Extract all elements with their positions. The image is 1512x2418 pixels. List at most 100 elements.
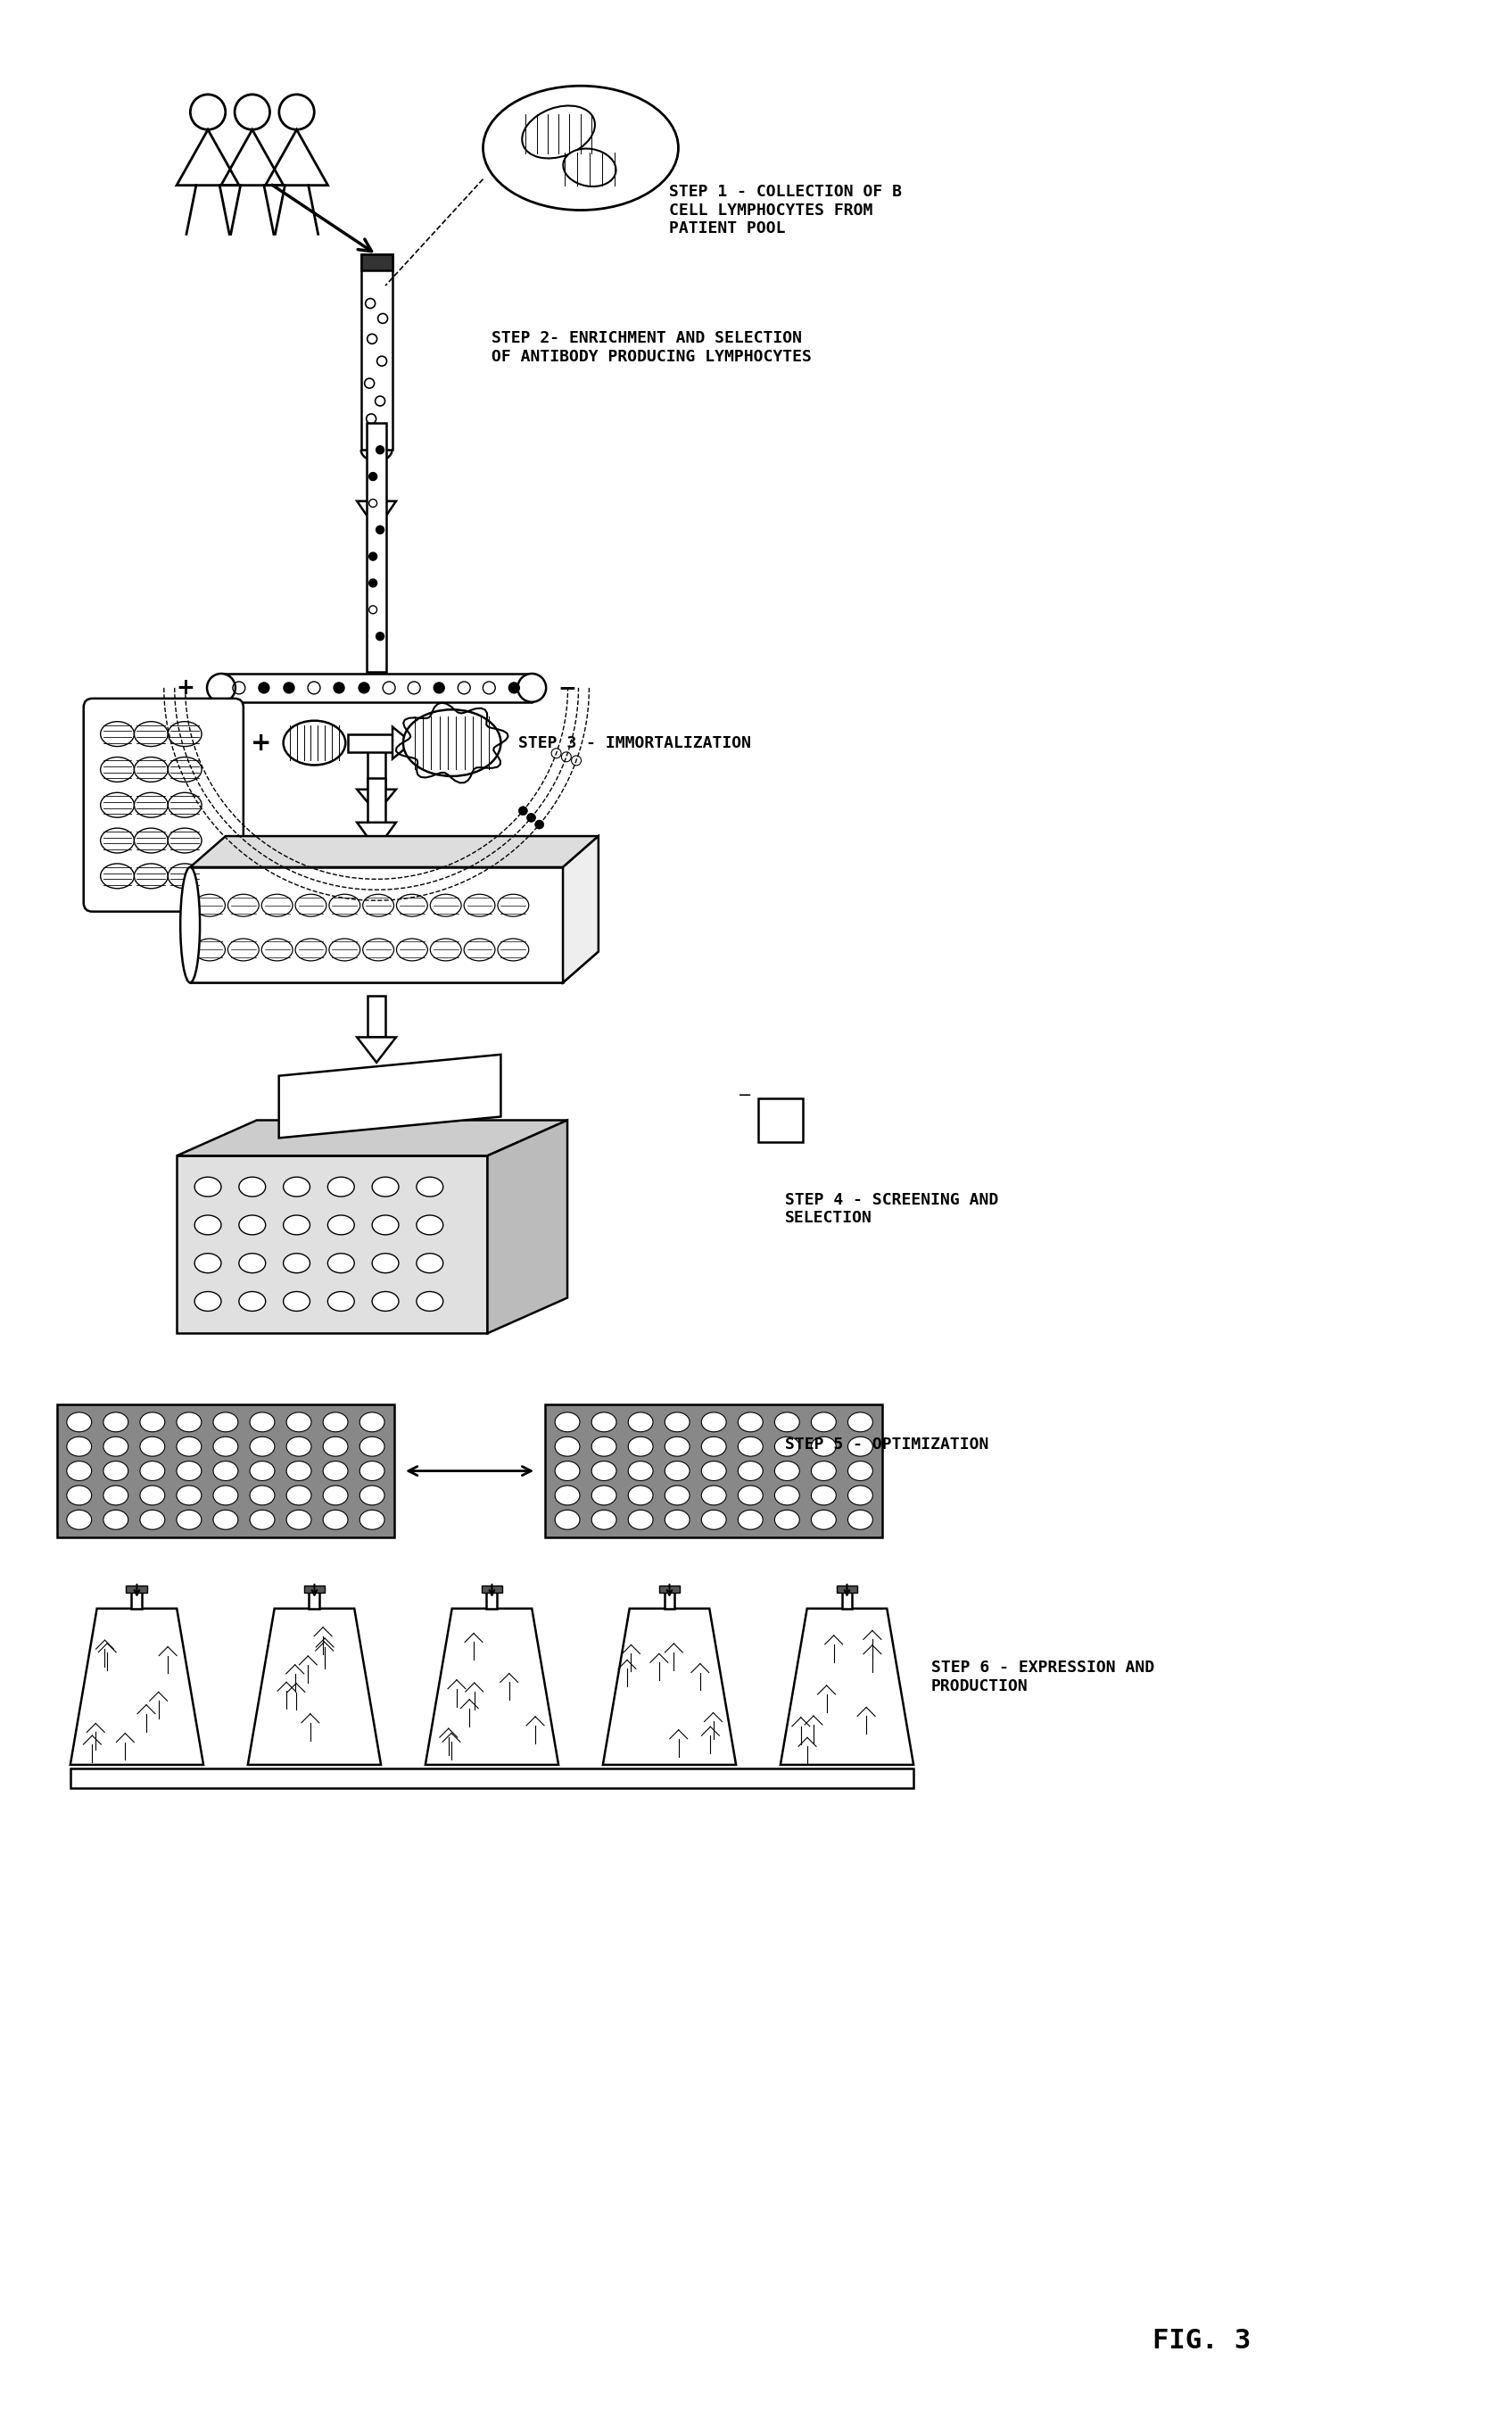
Bar bbox=[308, 1589, 319, 1608]
Ellipse shape bbox=[239, 1216, 266, 1236]
Ellipse shape bbox=[431, 938, 461, 960]
Ellipse shape bbox=[213, 1460, 237, 1480]
Ellipse shape bbox=[591, 1485, 617, 1504]
Circle shape bbox=[358, 682, 369, 694]
Ellipse shape bbox=[702, 1509, 726, 1531]
Ellipse shape bbox=[195, 1253, 221, 1272]
Ellipse shape bbox=[177, 1412, 201, 1431]
Ellipse shape bbox=[194, 895, 225, 916]
Ellipse shape bbox=[195, 1291, 221, 1311]
Circle shape bbox=[535, 820, 544, 829]
Ellipse shape bbox=[100, 757, 135, 781]
Ellipse shape bbox=[141, 1460, 165, 1480]
Text: STEP 5 - OPTIMIZATION: STEP 5 - OPTIMIZATION bbox=[785, 1436, 989, 1453]
Ellipse shape bbox=[702, 1485, 726, 1504]
Ellipse shape bbox=[195, 1178, 221, 1197]
Ellipse shape bbox=[812, 1436, 836, 1456]
Ellipse shape bbox=[497, 895, 529, 916]
Ellipse shape bbox=[482, 87, 679, 210]
Ellipse shape bbox=[135, 863, 168, 887]
Ellipse shape bbox=[774, 1460, 800, 1480]
Ellipse shape bbox=[555, 1509, 579, 1531]
Ellipse shape bbox=[812, 1412, 836, 1431]
Ellipse shape bbox=[141, 1485, 165, 1504]
Ellipse shape bbox=[286, 1436, 311, 1456]
Ellipse shape bbox=[67, 1412, 92, 1431]
Ellipse shape bbox=[372, 1253, 399, 1272]
Bar bbox=[221, 675, 532, 701]
Ellipse shape bbox=[497, 938, 529, 960]
Ellipse shape bbox=[363, 938, 393, 960]
Ellipse shape bbox=[591, 1412, 617, 1431]
Polygon shape bbox=[278, 1054, 500, 1139]
Ellipse shape bbox=[738, 1436, 764, 1456]
Ellipse shape bbox=[286, 1509, 311, 1531]
Ellipse shape bbox=[228, 938, 259, 960]
Bar bbox=[70, 1768, 913, 1789]
Ellipse shape bbox=[360, 1436, 384, 1456]
Ellipse shape bbox=[328, 1178, 354, 1197]
Polygon shape bbox=[191, 868, 562, 982]
Circle shape bbox=[376, 445, 384, 455]
Ellipse shape bbox=[404, 708, 500, 776]
Polygon shape bbox=[191, 837, 599, 868]
Ellipse shape bbox=[324, 1412, 348, 1431]
Ellipse shape bbox=[100, 863, 135, 887]
Ellipse shape bbox=[812, 1485, 836, 1504]
Bar bbox=[842, 1589, 853, 1608]
Polygon shape bbox=[177, 1156, 487, 1332]
Ellipse shape bbox=[239, 1178, 266, 1197]
Ellipse shape bbox=[249, 1436, 275, 1456]
Ellipse shape bbox=[522, 106, 594, 157]
Ellipse shape bbox=[286, 1485, 311, 1504]
Ellipse shape bbox=[372, 1291, 399, 1311]
Ellipse shape bbox=[591, 1436, 617, 1456]
Circle shape bbox=[405, 873, 414, 880]
Ellipse shape bbox=[213, 1509, 237, 1531]
Text: STEP 4 - SCREENING AND
SELECTION: STEP 4 - SCREENING AND SELECTION bbox=[785, 1192, 998, 1226]
Ellipse shape bbox=[416, 1178, 443, 1197]
Ellipse shape bbox=[591, 1509, 617, 1531]
Ellipse shape bbox=[103, 1436, 129, 1456]
Ellipse shape bbox=[416, 1291, 443, 1311]
Ellipse shape bbox=[738, 1460, 764, 1480]
Circle shape bbox=[284, 682, 295, 694]
Ellipse shape bbox=[324, 1436, 348, 1456]
Ellipse shape bbox=[67, 1436, 92, 1456]
Circle shape bbox=[259, 682, 269, 694]
Ellipse shape bbox=[67, 1460, 92, 1480]
Ellipse shape bbox=[213, 1485, 237, 1504]
Ellipse shape bbox=[464, 938, 494, 960]
Circle shape bbox=[407, 883, 416, 892]
Ellipse shape bbox=[103, 1485, 129, 1504]
Circle shape bbox=[519, 805, 528, 815]
Ellipse shape bbox=[627, 1460, 653, 1480]
Text: STEP 3 - IMMORTALIZATION: STEP 3 - IMMORTALIZATION bbox=[519, 735, 751, 752]
Circle shape bbox=[410, 892, 417, 902]
Ellipse shape bbox=[396, 895, 428, 916]
Bar bbox=[132, 1589, 142, 1608]
Polygon shape bbox=[603, 1608, 736, 1765]
Text: STEP 1 - COLLECTION OF B
CELL LYMPHOCYTES FROM
PATIENT POOL: STEP 1 - COLLECTION OF B CELL LYMPHOCYTE… bbox=[670, 184, 903, 237]
Circle shape bbox=[517, 675, 546, 701]
Ellipse shape bbox=[627, 1412, 653, 1431]
Circle shape bbox=[277, 849, 286, 858]
Circle shape bbox=[376, 525, 384, 534]
Bar bbox=[758, 1098, 803, 1141]
Ellipse shape bbox=[262, 895, 293, 916]
Ellipse shape bbox=[848, 1485, 872, 1504]
Ellipse shape bbox=[141, 1436, 165, 1456]
Ellipse shape bbox=[249, 1412, 275, 1431]
Text: STEP 6 - EXPRESSION AND
PRODUCTION: STEP 6 - EXPRESSION AND PRODUCTION bbox=[931, 1659, 1155, 1695]
Circle shape bbox=[183, 752, 191, 762]
Ellipse shape bbox=[100, 827, 135, 854]
Ellipse shape bbox=[591, 1460, 617, 1480]
Polygon shape bbox=[177, 1120, 567, 1156]
Ellipse shape bbox=[360, 1412, 384, 1431]
Ellipse shape bbox=[100, 721, 135, 747]
Ellipse shape bbox=[249, 1509, 275, 1531]
Ellipse shape bbox=[100, 793, 135, 817]
Ellipse shape bbox=[295, 938, 327, 960]
Ellipse shape bbox=[103, 1509, 129, 1531]
Circle shape bbox=[526, 812, 535, 822]
